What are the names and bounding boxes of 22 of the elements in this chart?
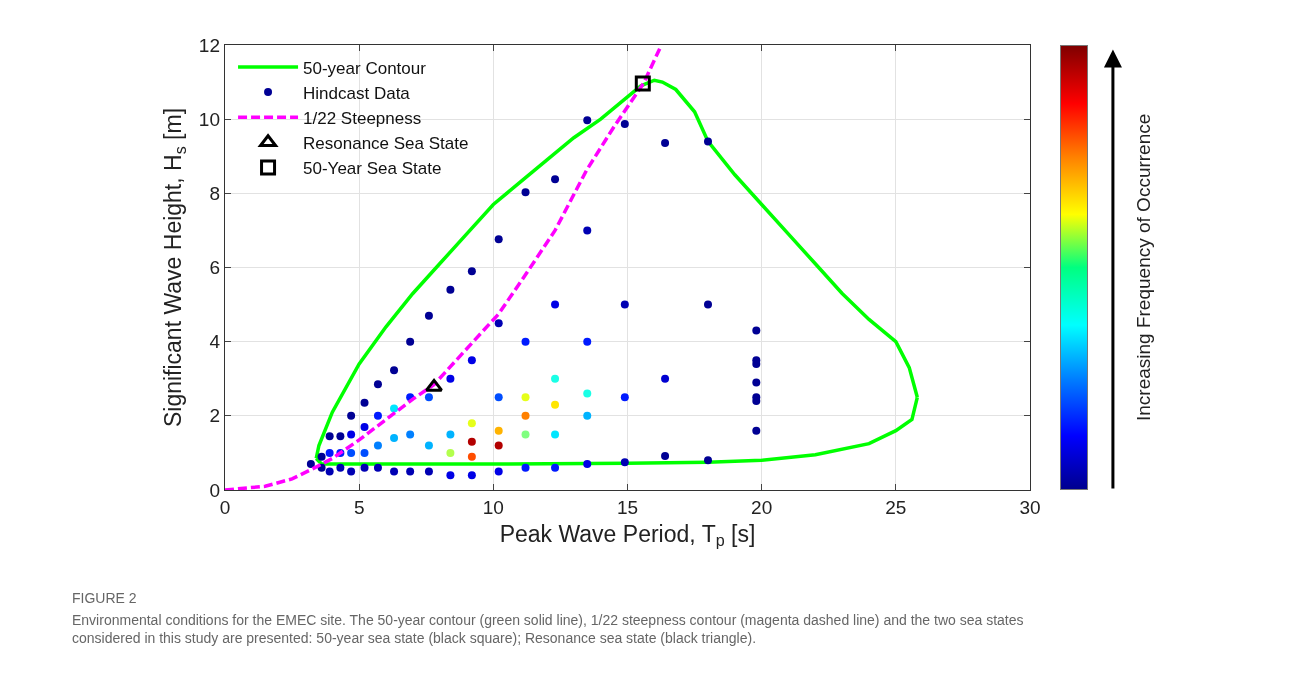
y-tick-label: 12	[198, 34, 220, 56]
x-tick-label: 20	[751, 497, 773, 518]
x-tick-label: 15	[616, 497, 639, 518]
legend-label: 50-year Contour	[303, 58, 427, 78]
y-tick-label: 0	[209, 479, 220, 501]
y-tick-label: 4	[209, 331, 221, 353]
legend-label: Hindcast Data	[303, 83, 411, 103]
legend-label: 1/22 Steepness	[303, 108, 422, 128]
legend-label: Resonance Sea State	[303, 133, 469, 153]
x-axis-title: Peak Wave Period, T$_{p}$ [s]	[499, 520, 756, 550]
text: Environmental conditions for the EMEC site. The 50-year contour (green solid line), 1/22 steepness contour (magenta dashed line) and the two sea states considered in this study are presented: 50-year sea state (black square); Resonance sea state (black triangle).	[72, 612, 1024, 647]
y-tick-label: 8	[209, 182, 220, 204]
x-tick-label: 30	[1019, 497, 1041, 518]
y-tick-label: 6	[209, 257, 220, 279]
color-bar-title: Increasing Frequency of Occurrence	[1133, 113, 1155, 422]
caption: FIGURE 2	[72, 590, 137, 606]
y-tick-label: 2	[209, 405, 220, 427]
x-tick-label: 5	[353, 497, 365, 518]
y-tick-label: 10	[198, 108, 220, 130]
x-tick-label: 25	[885, 497, 907, 518]
legend-label: 50-Year Sea State	[303, 159, 442, 179]
x-tick-label: 10	[482, 497, 504, 518]
